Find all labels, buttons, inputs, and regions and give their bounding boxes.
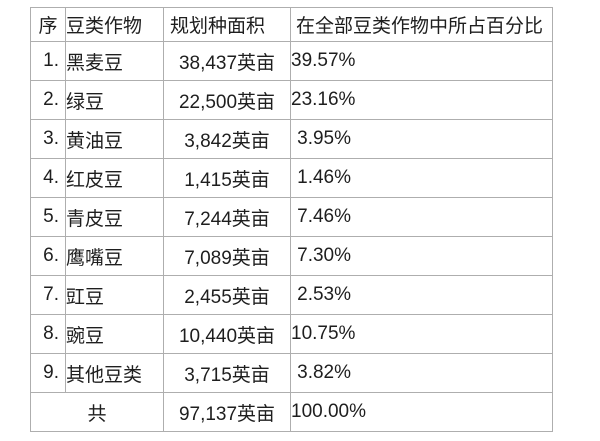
bean-crops-table: 序 豆类作物 规划种面积 在全部豆类作物中所占百分比 1. 黑麦豆 38,437… [30, 7, 553, 432]
table-row: 1. 黑麦豆 38,437英亩 39.57% [30, 41, 553, 81]
crop-name-cell: 青皮豆 [65, 197, 164, 237]
area-cell: 7,244英亩 [163, 197, 291, 237]
percent-value: 3.82% [297, 362, 351, 383]
row-index-cell: 5. [30, 197, 66, 237]
area-cell: 10,440英亩 [163, 314, 291, 354]
header-crop: 豆类作物 [65, 7, 164, 42]
total-area-cell: 97,137英亩 [163, 392, 291, 432]
percent-cell: 3.95% [290, 119, 553, 159]
header-index: 序 [30, 7, 66, 42]
row-index-cell: 6. [30, 236, 66, 276]
header-row: 序 豆类作物 规划种面积 在全部豆类作物中所占百分比 [30, 7, 553, 42]
crop-name-cell: 豌豆 [65, 314, 164, 354]
crop-name-cell: 黑麦豆 [65, 41, 164, 81]
crop-name-cell: 鹰嘴豆 [65, 236, 164, 276]
crop-name-cell: 黄油豆 [65, 119, 164, 159]
percent-value: 7.46% [297, 206, 351, 227]
table-row: 2. 绿豆 22,500英亩 23.16% [30, 80, 553, 120]
percent-cell: 10.75% [290, 314, 553, 354]
crop-name-cell: 绿豆 [65, 80, 164, 120]
area-cell: 2,455英亩 [163, 275, 291, 315]
percent-cell: 7.30% [290, 236, 553, 276]
area-cell: 3,715英亩 [163, 353, 291, 393]
table-row: 5. 青皮豆 7,244英亩 7.46% [30, 197, 553, 237]
total-row: 共 97,137英亩 100.00% [30, 392, 553, 432]
percent-value: 7.30% [297, 245, 351, 266]
area-cell: 3,842英亩 [163, 119, 291, 159]
table-row: 4. 红皮豆 1,415英亩 1.46% [30, 158, 553, 198]
percent-cell: 2.53% [290, 275, 553, 315]
percent-value: 10.75% [291, 323, 356, 344]
percent-cell: 1.46% [290, 158, 553, 198]
area-cell: 38,437英亩 [163, 41, 291, 81]
table-row: 3. 黄油豆 3,842英亩 3.95% [30, 119, 553, 159]
percent-cell: 39.57% [290, 41, 553, 81]
table-row: 9. 其他豆类 3,715英亩 3.82% [30, 353, 553, 393]
total-label-cell: 共 [30, 392, 164, 432]
percent-value: 39.57% [291, 50, 356, 71]
percent-value: 23.16% [291, 89, 356, 110]
table-row: 7. 豇豆 2,455英亩 2.53% [30, 275, 553, 315]
percent-value: 1.46% [297, 167, 351, 188]
percent-cell: 3.82% [290, 353, 553, 393]
total-percent-cell: 100.00% [290, 392, 553, 432]
crop-name-cell: 其他豆类 [65, 353, 164, 393]
table-row: 6. 鹰嘴豆 7,089英亩 7.30% [30, 236, 553, 276]
percent-value: 3.95% [297, 128, 351, 149]
row-index-cell: 7. [30, 275, 66, 315]
area-cell: 7,089英亩 [163, 236, 291, 276]
percent-cell: 23.16% [290, 80, 553, 120]
percent-value: 2.53% [297, 284, 351, 305]
header-percent: 在全部豆类作物中所占百分比 [290, 7, 553, 42]
row-index-cell: 1. [30, 41, 66, 81]
crop-name-cell: 红皮豆 [65, 158, 164, 198]
area-cell: 1,415英亩 [163, 158, 291, 198]
table-row: 8. 豌豆 10,440英亩 10.75% [30, 314, 553, 354]
percent-cell: 7.46% [290, 197, 553, 237]
row-index-cell: 9. [30, 353, 66, 393]
row-index-cell: 8. [30, 314, 66, 354]
row-index-cell: 2. [30, 80, 66, 120]
row-index-cell: 4. [30, 158, 66, 198]
header-area: 规划种面积 [163, 7, 291, 42]
row-index-cell: 3. [30, 119, 66, 159]
percent-value: 100.00% [291, 401, 367, 422]
crop-name-cell: 豇豆 [65, 275, 164, 315]
area-cell: 22,500英亩 [163, 80, 291, 120]
